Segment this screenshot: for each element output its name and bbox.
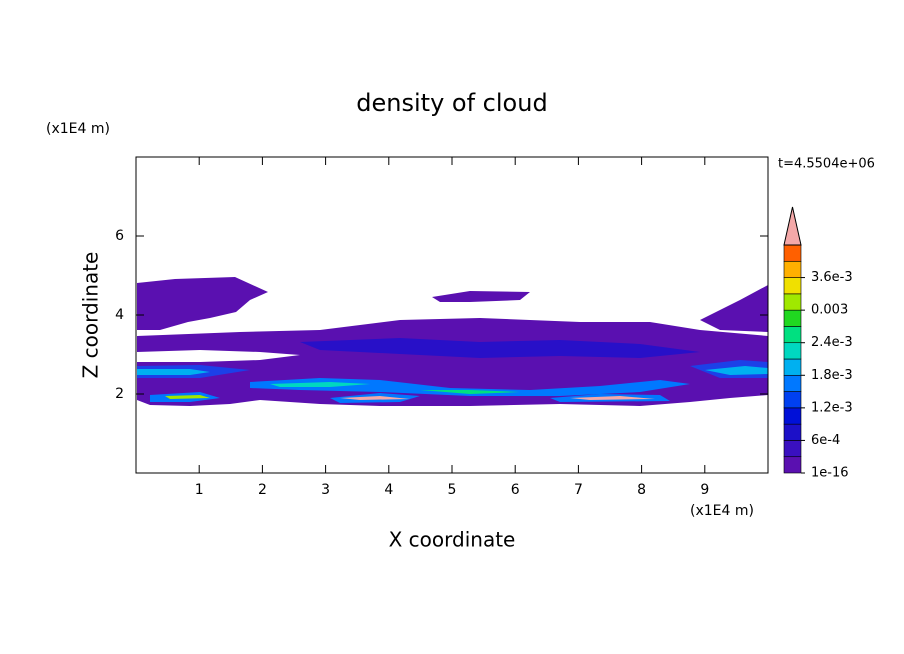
x-tick-label: 5 — [448, 482, 457, 498]
cloud-region — [300, 338, 700, 358]
x-tick-label: 9 — [700, 482, 709, 498]
colorbar-tick-label: 3.6e-3 — [811, 270, 853, 285]
cloud-region — [420, 390, 520, 394]
colorbar-band — [783, 407, 802, 425]
colorbar-band — [783, 260, 802, 278]
cloud-region — [137, 350, 300, 362]
colorbar-band — [783, 326, 802, 344]
x-tick-label: 6 — [511, 482, 520, 498]
cloud-region — [165, 395, 210, 399]
colorbar-tick-label: 1.8e-3 — [811, 368, 853, 383]
colorbar-band — [783, 440, 802, 458]
x-unit-label: (x1E4 m) — [690, 503, 754, 519]
y-tick-label: 6 — [115, 228, 124, 244]
colorbar-band — [783, 358, 802, 376]
x-tick-label: 3 — [321, 482, 330, 498]
x-tick-label: 1 — [195, 482, 204, 498]
y-tick-label: 2 — [115, 386, 124, 402]
colorbar-tick-label: 6e-4 — [811, 433, 840, 448]
x-tick-label: 4 — [384, 482, 393, 498]
colorbar-band — [783, 244, 802, 262]
colorbar-band — [783, 374, 802, 392]
cloud-region — [137, 369, 210, 375]
cloud-region — [340, 396, 410, 400]
colorbar-tick-label: 1.2e-3 — [811, 400, 853, 415]
colorbar-band — [783, 456, 802, 474]
colorbar-band — [783, 309, 802, 327]
y-tick-label: 4 — [115, 307, 124, 323]
cloud-region — [250, 378, 690, 396]
plot-frame — [135, 156, 769, 474]
colorbar-band — [783, 391, 802, 409]
time-annotation: t=4.5504e+06 — [778, 157, 875, 172]
cloud-region — [700, 285, 768, 332]
y-unit-label: (x1E4 m) — [46, 121, 110, 137]
cloud-region — [570, 396, 655, 400]
chart-title: density of cloud — [356, 89, 547, 117]
colorbar-band — [783, 423, 802, 441]
x-tick-label: 2 — [258, 482, 267, 498]
colorbar-extend — [783, 206, 802, 246]
x-tick-label: 8 — [637, 482, 646, 498]
colorbar-tick-label: 2.4e-3 — [811, 335, 853, 350]
colorbar-band — [783, 277, 802, 295]
x-tick-label: 7 — [574, 482, 583, 498]
colorbar-band — [783, 293, 802, 311]
cloud-region — [137, 277, 268, 330]
cloud-region — [432, 291, 530, 302]
cloud-contours — [137, 277, 768, 406]
y-axis-label: Z coordinate — [79, 252, 103, 379]
colorbar-tick-label: 1e-16 — [811, 466, 849, 481]
colorbar-band — [783, 342, 802, 360]
cloud-region — [705, 366, 768, 375]
cloud-region — [270, 382, 370, 387]
colorbar-tick-label: 0.003 — [811, 303, 848, 318]
x-axis-label: X coordinate — [389, 528, 516, 552]
